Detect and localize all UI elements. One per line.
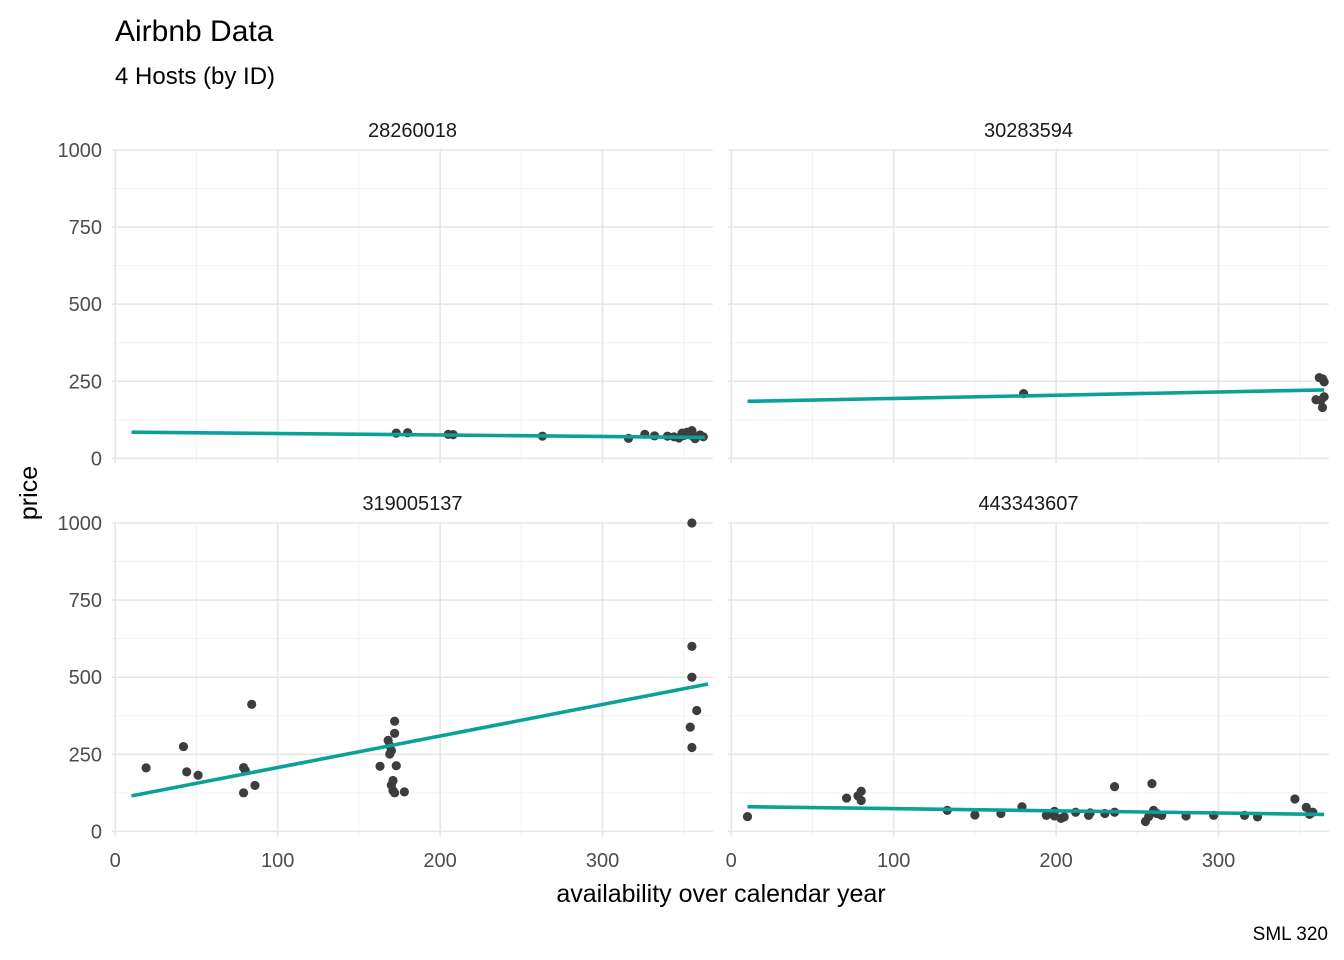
facet-strip-label: 443343607: [978, 493, 1078, 515]
facet-panel: 30283594: [728, 120, 1329, 463]
facet-panel: 28260018 0 250 500 750 1000: [58, 120, 713, 470]
trend-line: [747, 388, 1325, 404]
facet-strip-label: 30283594: [984, 120, 1073, 142]
trend-line: [747, 804, 1325, 817]
x-tick-label: 300: [586, 850, 619, 872]
data-point: [687, 742, 697, 753]
x-tick-label: 200: [1039, 850, 1072, 872]
facet-panel: 319005137 0 250 500 750 1000 0 100 200 300: [58, 493, 713, 872]
data-point: [687, 672, 697, 682]
data-point: [182, 767, 192, 777]
y-tick-label: 1000: [58, 513, 103, 535]
data-point: [238, 788, 249, 798]
data-point: [687, 641, 697, 651]
facet-panel: 443343607 0 100 200 300: [726, 493, 1329, 872]
trend-line: [131, 430, 705, 440]
x-tick-label: 0: [110, 850, 121, 872]
data-point: [390, 716, 400, 726]
y-tick-label: 250: [69, 744, 102, 766]
chart-title: Airbnb Data: [115, 15, 274, 48]
data-point: [742, 811, 753, 822]
facet-strip-label: 28260018: [368, 120, 457, 142]
data-point: [1290, 794, 1300, 804]
data-point: [1109, 782, 1120, 792]
data-point: [391, 761, 401, 771]
data-point: [692, 705, 702, 716]
data-point: [247, 699, 257, 709]
y-tick-label: 750: [69, 217, 102, 239]
data-point: [1319, 392, 1329, 402]
data-point: [141, 763, 151, 773]
x-tick-label: 300: [1202, 850, 1235, 872]
data-point: [1317, 402, 1328, 413]
data-point: [375, 761, 385, 771]
data-point: [856, 795, 866, 806]
x-axis-title: availability over calendar year: [556, 880, 885, 908]
data-point: [178, 741, 189, 752]
y-tick-label: 1000: [58, 140, 103, 162]
x-tick-label: 100: [877, 850, 910, 872]
y-tick-label: 0: [91, 448, 102, 470]
data-point: [388, 775, 398, 786]
data-point: [841, 793, 852, 803]
x-tick-label: 100: [261, 850, 294, 872]
facet-panels: 2826001802505007501000302835943190051370…: [58, 120, 1329, 872]
data-point: [1147, 778, 1157, 789]
data-point: [390, 788, 400, 798]
data-point: [1041, 810, 1051, 820]
y-tick-label: 750: [69, 590, 102, 612]
data-point: [970, 810, 980, 820]
data-point: [687, 518, 697, 528]
y-tick-label: 250: [69, 371, 102, 393]
data-point: [1301, 802, 1311, 812]
y-tick-label: 500: [69, 294, 102, 316]
data-point: [685, 722, 695, 732]
data-point: [250, 780, 260, 791]
y-tick-label: 500: [69, 667, 102, 689]
data-point: [1059, 812, 1069, 822]
chart-subtitle: 4 Hosts (by ID): [115, 63, 275, 90]
y-tick-label: 0: [91, 821, 102, 843]
chart-caption: SML 320: [1253, 924, 1328, 945]
y-axis-title: price: [15, 466, 43, 520]
data-point: [390, 728, 400, 738]
data-point: [386, 745, 396, 756]
facet-strip-label: 319005137: [362, 493, 462, 515]
x-tick-label: 200: [423, 850, 456, 872]
data-point: [399, 787, 409, 797]
data-point: [1319, 377, 1329, 387]
data-point: [856, 786, 866, 796]
data-point: [193, 770, 203, 780]
x-tick-label: 0: [726, 850, 737, 872]
data-point: [1144, 811, 1154, 822]
trend-line: [131, 682, 709, 798]
